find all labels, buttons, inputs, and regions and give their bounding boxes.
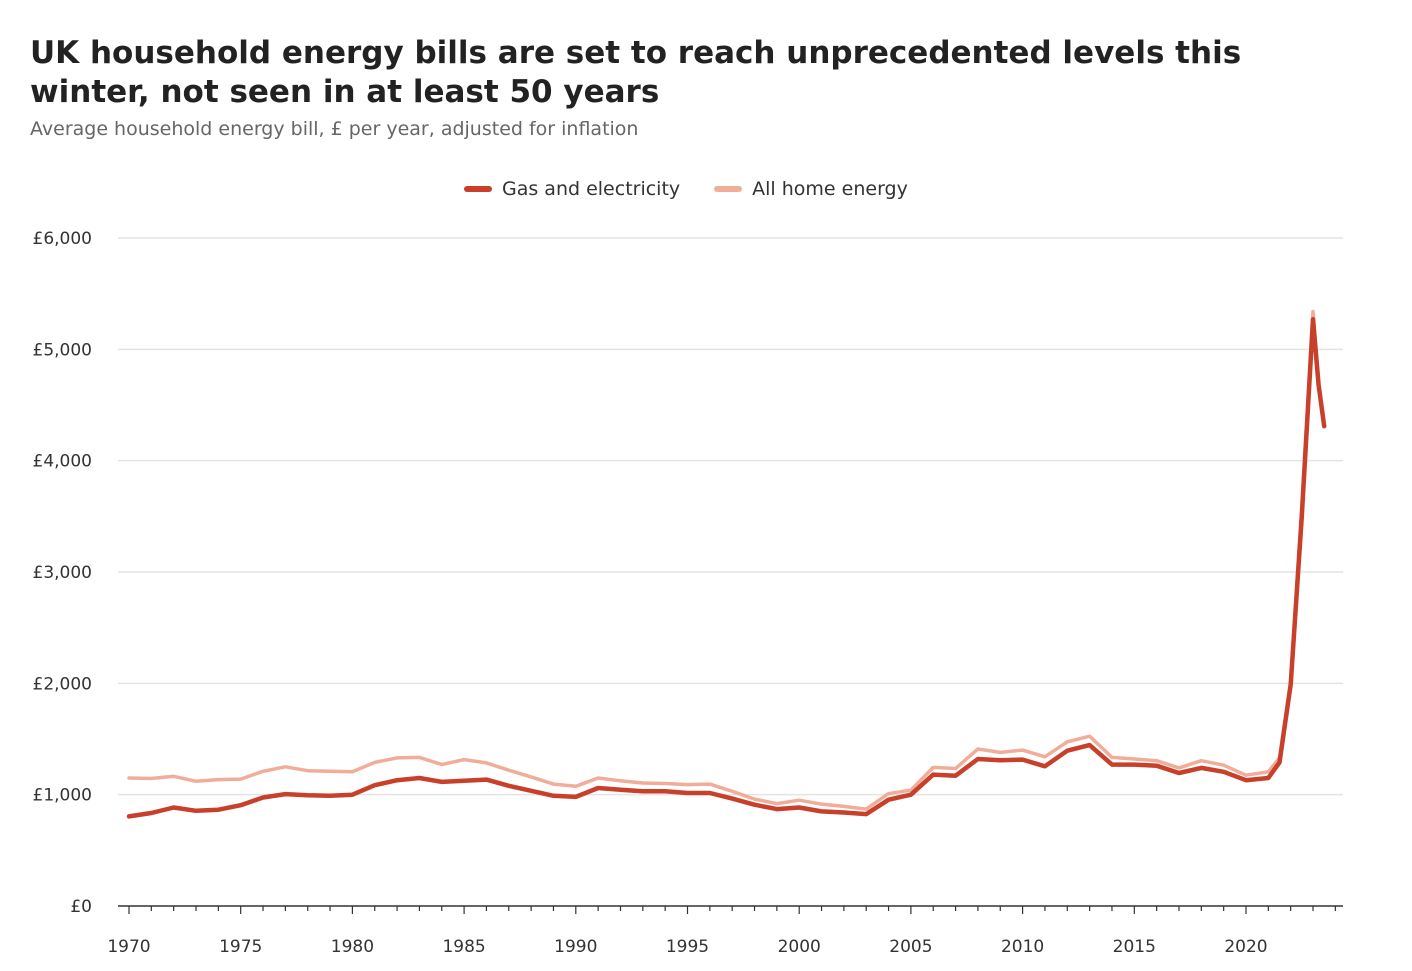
series-line-gas-and-electricity (126, 317, 1327, 819)
chart-subtitle: Average household energy bill, £ per yea… (30, 118, 639, 140)
y-tick-label: £6,000 (33, 229, 92, 249)
y-axis-tick-labels: £0 £1,000 £2,000 £3,000 £4,000 £5,000 £6,000 (33, 229, 92, 917)
legend-label-all-home-energy: All home energy (752, 178, 908, 200)
legend-swatch-all-home-energy (714, 186, 743, 192)
gridlines (118, 237, 1343, 796)
x-tick-label: 2005 (889, 937, 932, 957)
x-tick-label: 1975 (219, 937, 262, 957)
chart-legend: Gas and electricity All home energy (464, 178, 942, 200)
legend-item-all-home-energy: All home energy (714, 178, 908, 200)
x-tick-label: 1980 (331, 937, 374, 957)
series-lines (126, 309, 1327, 819)
x-axis: 1970 1975 1980 1985 1990 1995 2000 2005 2010 2015… (107, 905, 1343, 957)
series-line-all-home-energy (127, 309, 1326, 811)
y-tick-label: £2,000 (33, 674, 92, 694)
chart-title: UK household energy bills are set to rea… (30, 35, 1242, 110)
x-tick-label: 2010 (1001, 937, 1044, 957)
y-tick-label: £3,000 (33, 563, 92, 583)
x-tick-label: 1985 (442, 937, 485, 957)
x-tick-label: 2000 (778, 937, 821, 957)
x-tick-label: 1990 (554, 937, 597, 957)
y-tick-label: £5,000 (33, 340, 92, 360)
legend-item-gas-electricity: Gas and electricity (464, 178, 680, 200)
x-tick-label: 1970 (107, 937, 150, 957)
legend-label-gas-electricity: Gas and electricity (502, 178, 681, 200)
y-tick-label: £0 (70, 897, 92, 917)
legend-swatch-gas-electricity (464, 186, 492, 192)
y-tick-label: £4,000 (33, 452, 92, 472)
x-tick-label: 1995 (666, 937, 709, 957)
y-tick-label: £1,000 (33, 786, 92, 806)
x-tick-label: 2020 (1224, 937, 1267, 957)
x-tick-label: 2015 (1113, 937, 1156, 957)
